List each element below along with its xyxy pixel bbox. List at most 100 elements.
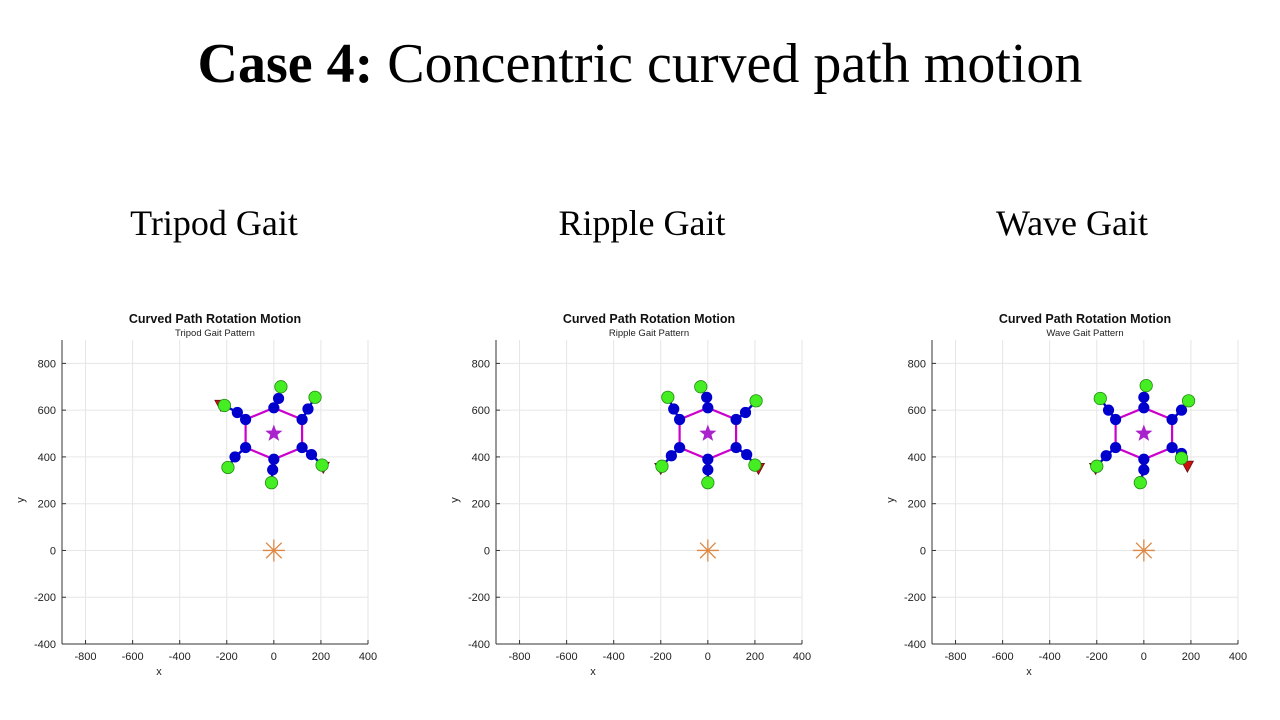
chart-title: Curved Path Rotation Motion — [129, 312, 301, 326]
x-tick-label: 200 — [312, 651, 330, 663]
rotation-center-marker — [1135, 542, 1153, 559]
body-center-star — [265, 424, 283, 441]
body-center-star — [1135, 424, 1153, 441]
hip-joint — [1110, 413, 1122, 426]
hip-joint — [296, 441, 308, 454]
y-tick-label: 400 — [472, 452, 490, 464]
hip-joint — [240, 413, 252, 426]
x-tick-label: 400 — [359, 651, 377, 663]
x-tick-label: -200 — [216, 651, 238, 663]
hip-joint — [730, 413, 742, 426]
foot-point — [264, 476, 279, 490]
knee-joint — [1138, 464, 1150, 476]
knee-joint — [701, 391, 713, 403]
x-tick-label: -200 — [1086, 651, 1108, 663]
foot-point — [217, 398, 232, 413]
hip-joint — [1138, 453, 1150, 465]
chart-svg-ripple: Curved Path Rotation Motion Ripple Gait P… — [449, 312, 811, 678]
x-tick-label: 400 — [1229, 651, 1247, 663]
hip-joint — [1138, 402, 1150, 414]
y-tick-label: 600 — [472, 405, 490, 417]
hip-joint — [240, 441, 252, 454]
chart-panel-ripple: Curved Path Rotation Motion Ripple Gait P… — [434, 300, 854, 690]
x-axis-label: x — [156, 666, 162, 678]
hip-joint — [674, 413, 686, 426]
foot-point — [694, 380, 708, 394]
knee-joint — [739, 406, 752, 419]
knee-joint — [302, 403, 314, 415]
chart-title: Curved Path Rotation Motion — [563, 312, 735, 326]
knee-joint — [1102, 404, 1115, 416]
knee-joint — [1138, 391, 1150, 403]
foot-point — [308, 390, 322, 404]
knee-joint — [665, 450, 677, 462]
x-tick-label: -800 — [75, 651, 97, 663]
chart-panel-tripod: Curved Path Rotation Motion Tripod Gait P… — [0, 300, 420, 690]
foot-point — [1181, 394, 1196, 408]
hip-joint — [730, 441, 742, 454]
x-tick-label: -800 — [509, 651, 531, 663]
hip-joint — [268, 402, 280, 414]
y-tick-label: 800 — [908, 358, 926, 370]
foot-point — [315, 458, 329, 472]
chart-subtitle: Ripple Gait Pattern — [609, 328, 689, 339]
hip-joint — [702, 402, 714, 414]
slide-title-case: Case 4: — [197, 33, 374, 95]
x-tick-label: 200 — [1182, 651, 1200, 663]
x-tick-label: 0 — [705, 651, 711, 663]
y-tick-label: -400 — [904, 639, 926, 651]
hip-joint — [1166, 441, 1178, 454]
knee-joint — [229, 451, 241, 463]
y-tick-label: 600 — [38, 405, 56, 417]
knee-joint — [741, 448, 753, 461]
rotation-center-marker — [265, 542, 283, 559]
y-axis-label: y — [885, 497, 897, 503]
knee-joint — [272, 392, 285, 405]
knee-joint — [1175, 404, 1188, 416]
y-tick-label: 0 — [50, 545, 56, 557]
knee-joint — [702, 464, 714, 476]
gait-label-ripple: Ripple Gait — [558, 203, 726, 243]
hip-joint — [296, 413, 308, 426]
x-tick-label: -600 — [122, 651, 144, 663]
knee-joint — [668, 403, 680, 415]
hip-joint — [1110, 441, 1122, 454]
foot-point — [1139, 379, 1153, 393]
foot-point — [748, 458, 762, 472]
y-tick-label: 200 — [38, 499, 56, 511]
chart-svg-tripod: Curved Path Rotation Motion Tripod Gait P… — [15, 312, 377, 678]
x-tick-label: -400 — [169, 651, 191, 663]
y-axis-label: y — [449, 497, 461, 503]
gait-label-wave: Wave Gait — [995, 203, 1149, 243]
knee-joint — [231, 406, 243, 419]
x-tick-label: -200 — [650, 651, 672, 663]
foot-point — [661, 390, 675, 404]
x-tick-label: -600 — [992, 651, 1014, 663]
foot-point — [221, 460, 235, 475]
y-tick-label: -200 — [904, 592, 926, 604]
x-tick-label: 0 — [1141, 651, 1147, 663]
y-tick-label: 600 — [908, 405, 926, 417]
x-tick-label: 200 — [746, 651, 764, 663]
chart-subtitle: Tripod Gait Pattern — [175, 328, 255, 339]
y-tick-label: 800 — [472, 358, 490, 370]
knee-joint — [1100, 450, 1112, 462]
x-tick-label: -400 — [1039, 651, 1061, 663]
hip-joint — [674, 441, 686, 454]
y-tick-label: 0 — [920, 545, 926, 557]
x-axis-label: x — [1026, 666, 1032, 678]
chart-subtitle: Wave Gait Pattern — [1046, 328, 1123, 339]
y-tick-label: 200 — [472, 499, 490, 511]
y-tick-label: -400 — [34, 639, 56, 651]
rotation-center-marker — [699, 542, 717, 559]
y-tick-label: 400 — [908, 452, 926, 464]
y-tick-label: -400 — [468, 639, 490, 651]
y-tick-label: -200 — [34, 592, 56, 604]
x-tick-label: -400 — [603, 651, 625, 663]
hip-joint — [1166, 413, 1178, 426]
y-tick-label: 800 — [38, 358, 56, 370]
foot-point — [655, 459, 669, 473]
slide-title-text: Concentric curved path motion — [387, 33, 1083, 95]
foot-point — [274, 380, 288, 394]
x-tick-label: 0 — [271, 651, 277, 663]
